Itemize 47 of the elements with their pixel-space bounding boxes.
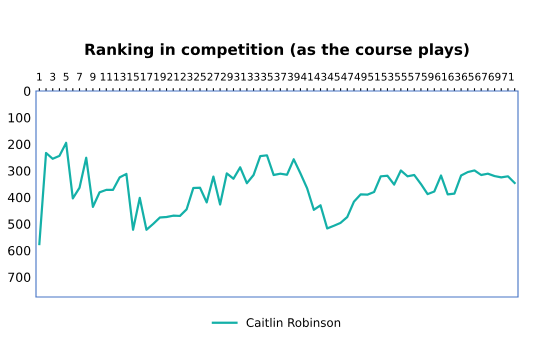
x-tick-label: 3: [50, 72, 56, 81]
x-tick-label: 15: [128, 72, 139, 81]
x-tick-label: 71: [502, 72, 514, 80]
x-tick-label: 33: [248, 72, 260, 81]
x-tick-label: 1: [37, 72, 42, 80]
x-tick-label: 57: [408, 72, 420, 81]
x-tick-label: 37: [274, 72, 286, 81]
x-tick-label: 21: [167, 72, 179, 80]
x-tick-label: 5: [64, 72, 69, 81]
y-tick-label: 200: [8, 140, 30, 150]
x-tick-label: 41: [301, 72, 313, 80]
x-tick-label: 69: [488, 72, 500, 81]
x-tick-label: 17: [140, 72, 152, 80]
x-tick-label: 53: [382, 72, 394, 81]
x-tick-label: 39: [288, 72, 300, 81]
x-tick-label: 59: [422, 72, 434, 81]
x-tick-label: 11: [100, 72, 112, 80]
x-tick-label: 31: [234, 72, 246, 81]
x-tick-label: 63: [448, 72, 460, 81]
y-tick-label: 0: [24, 86, 30, 96]
x-tick-label: 25: [194, 72, 206, 81]
y-tick-label: 400: [8, 192, 30, 202]
x-tick-label: 23: [180, 72, 192, 81]
x-tick-label: 55: [395, 72, 407, 81]
x-tick-label: 43: [314, 72, 326, 81]
chart-title: Ranking in competition (as the course plays): [86, 43, 469, 58]
x-tick-label: 13: [114, 72, 126, 81]
y-tick-label: 600: [8, 246, 30, 256]
x-tick-label: 65: [462, 72, 474, 81]
x-tick-label: 19: [154, 72, 166, 81]
x-tick-label: 7: [77, 72, 82, 80]
x-tick-label: 9: [90, 72, 96, 81]
y-tick-label: 700: [8, 272, 30, 282]
x-tick-label: 35: [261, 72, 273, 81]
x-tick-label: 29: [220, 72, 233, 81]
legend-label: Caitlin Robinson: [246, 318, 340, 328]
line-series: [38, 142, 516, 246]
x-tick-label: 47: [341, 72, 354, 80]
y-tick-label: 500: [8, 219, 30, 229]
x-tick-label: 27: [208, 72, 220, 80]
x-tick-label: 51: [368, 72, 380, 81]
x-tick-label: 67: [475, 72, 487, 81]
x-tick-label: 45: [328, 72, 340, 81]
x-tick-label: 49: [354, 72, 367, 81]
y-tick-label: 100: [8, 113, 30, 123]
x-tick-label: 61: [435, 72, 447, 81]
y-tick-label: 300: [8, 166, 30, 176]
